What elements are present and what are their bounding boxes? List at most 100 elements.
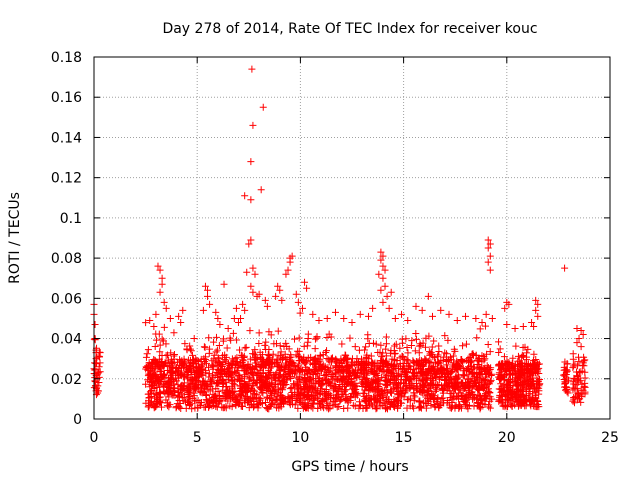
data-point bbox=[391, 364, 399, 372]
data-point bbox=[249, 121, 257, 129]
data-point bbox=[179, 306, 187, 314]
data-point bbox=[151, 378, 159, 386]
data-point bbox=[142, 380, 150, 388]
data-point bbox=[191, 382, 199, 390]
data-point bbox=[362, 383, 370, 391]
data-point bbox=[346, 334, 354, 342]
data-point bbox=[341, 351, 349, 359]
data-point bbox=[451, 362, 459, 370]
data-point bbox=[164, 399, 172, 407]
data-point bbox=[375, 389, 383, 397]
data-point bbox=[351, 343, 359, 351]
data-point bbox=[292, 290, 300, 298]
data-point bbox=[433, 386, 441, 394]
data-point bbox=[257, 186, 265, 194]
data-point bbox=[517, 387, 525, 395]
data-point bbox=[449, 352, 457, 360]
data-point bbox=[418, 357, 426, 365]
data-point bbox=[501, 304, 509, 312]
data-point bbox=[315, 316, 323, 324]
data-point bbox=[273, 404, 281, 412]
data-point bbox=[434, 360, 442, 368]
data-point bbox=[399, 339, 407, 347]
data-point bbox=[468, 375, 476, 383]
data-point bbox=[237, 314, 245, 322]
data-point bbox=[517, 396, 525, 404]
data-point bbox=[156, 393, 164, 401]
data-point bbox=[396, 360, 404, 368]
data-point bbox=[431, 387, 439, 395]
data-point bbox=[173, 403, 181, 411]
data-point bbox=[474, 361, 482, 369]
data-point bbox=[247, 158, 255, 166]
data-point bbox=[168, 360, 176, 368]
data-point bbox=[475, 391, 483, 399]
data-point bbox=[177, 372, 185, 380]
data-point bbox=[91, 382, 99, 390]
data-point bbox=[152, 394, 160, 402]
data-point bbox=[379, 262, 387, 270]
data-point bbox=[252, 379, 260, 387]
data-point bbox=[285, 399, 293, 407]
data-point bbox=[199, 306, 207, 314]
data-point bbox=[306, 368, 314, 376]
data-point bbox=[486, 252, 494, 260]
data-point bbox=[576, 368, 584, 376]
data-point bbox=[318, 388, 326, 396]
data-point bbox=[347, 361, 355, 369]
data-point bbox=[205, 398, 213, 406]
data-point bbox=[149, 382, 157, 390]
data-point bbox=[162, 304, 170, 312]
data-point bbox=[245, 380, 253, 388]
data-point bbox=[423, 376, 431, 384]
data-point bbox=[311, 393, 319, 401]
data-point bbox=[396, 344, 404, 352]
y-tick-label: 0 bbox=[73, 412, 82, 428]
data-point bbox=[231, 355, 239, 363]
data-point bbox=[301, 278, 309, 286]
y-tick-label: 0.14 bbox=[51, 130, 82, 146]
data-point bbox=[379, 298, 387, 306]
data-point bbox=[155, 330, 163, 338]
data-point bbox=[160, 298, 168, 306]
data-point bbox=[416, 368, 424, 376]
data-point bbox=[287, 351, 295, 359]
data-point bbox=[382, 345, 390, 353]
data-point bbox=[478, 397, 486, 405]
data-point bbox=[379, 274, 387, 282]
data-point bbox=[150, 355, 158, 363]
data-point bbox=[237, 351, 245, 359]
data-point bbox=[469, 350, 477, 358]
data-point bbox=[407, 342, 415, 350]
data-point bbox=[201, 379, 209, 387]
data-point bbox=[441, 332, 449, 340]
data-point bbox=[431, 354, 439, 362]
data-point bbox=[216, 320, 224, 328]
data-point bbox=[369, 375, 377, 383]
data-point bbox=[466, 353, 474, 361]
data-point bbox=[362, 358, 370, 366]
data-point bbox=[249, 288, 257, 296]
data-point bbox=[410, 385, 418, 393]
data-point bbox=[514, 397, 522, 405]
data-point bbox=[157, 403, 165, 411]
data-point bbox=[278, 354, 286, 362]
data-point bbox=[256, 363, 264, 371]
data-point bbox=[203, 359, 211, 367]
data-point bbox=[348, 355, 356, 363]
data-point bbox=[288, 391, 296, 399]
data-point bbox=[529, 356, 537, 364]
data-point bbox=[520, 369, 528, 377]
data-point bbox=[323, 347, 331, 355]
data-point bbox=[495, 362, 503, 370]
data-point bbox=[463, 402, 471, 410]
x-axis-label: GPS time / hours bbox=[291, 459, 408, 475]
data-point bbox=[575, 353, 583, 361]
data-point bbox=[378, 353, 386, 361]
data-point bbox=[495, 338, 503, 346]
data-point bbox=[476, 354, 484, 362]
data-point bbox=[371, 387, 379, 395]
data-point bbox=[201, 282, 209, 290]
data-point bbox=[336, 397, 344, 405]
data-point bbox=[276, 286, 284, 294]
